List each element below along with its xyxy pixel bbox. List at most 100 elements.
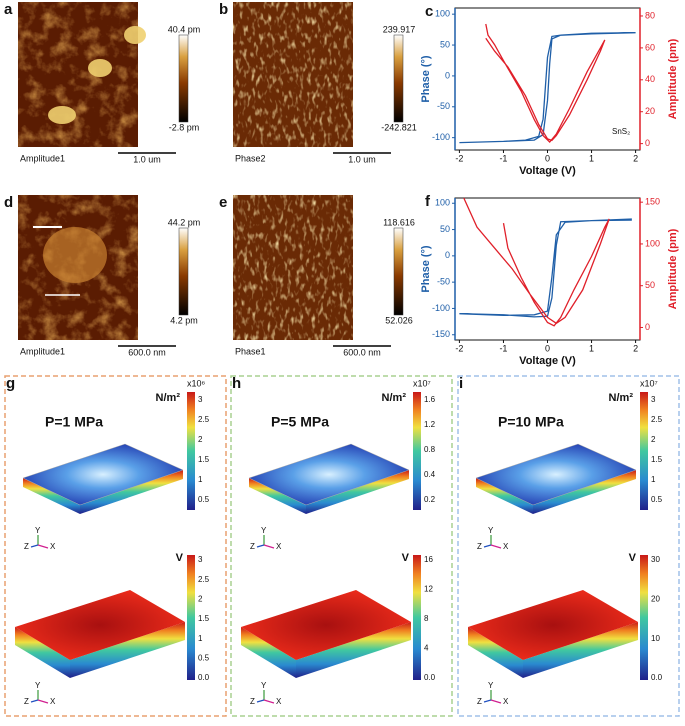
triad-axis [490,544,502,549]
x-tick-label: -1 [499,343,507,353]
voltage-bar [640,555,648,680]
pressure-label: P=5 MPa [271,414,329,430]
color-bar [178,227,189,316]
stress-tick: 0.4 [424,470,436,479]
panel-label: a [4,1,13,18]
stress-tick: 3 [198,395,203,404]
x-tick-label: -1 [499,153,507,163]
stress-tick: 2 [198,435,203,444]
slab-front [306,470,409,514]
slab-front [70,622,185,678]
y2-tick-label: 60 [645,42,655,52]
triad-label: Y [35,681,41,690]
y2-tick-label: 0 [645,322,650,332]
voltage-tick: 0.0 [651,673,663,682]
stress-tick: 1.5 [198,455,210,464]
triad-axis [490,699,502,704]
stress-tick: 1.5 [651,455,663,464]
slab-side [249,478,306,514]
triad-axis [37,699,49,704]
slab-top [468,590,638,660]
panel-frame [230,375,453,717]
voltage-unit: V [176,552,184,564]
triad-label: Y [35,526,41,535]
afm-grain [48,106,76,124]
stress-tick: 1 [651,475,656,484]
y2-axis-label: Amplitude (pm) [667,38,679,119]
stress-unit: N/m² [609,392,634,404]
voltage-tick: 10 [651,634,660,643]
y-tick-label: 0 [445,250,450,260]
stress-tick: 2 [651,435,656,444]
slab-side [468,627,523,678]
afm-texture [18,2,138,147]
series-line [459,32,636,144]
stress-tick: 3 [651,395,656,404]
series-line [463,197,610,327]
panel-frame [457,375,680,717]
panel-label: d [4,194,13,211]
stress-tick: 0.5 [198,495,210,504]
y2-tick-label: 0 [645,138,650,148]
voltage-tick: 0.0 [198,673,210,682]
y-tick-label: -100 [432,132,450,142]
x-tick-label: 1 [589,343,594,353]
afm-texture [233,2,353,147]
y-tick-label: 50 [440,39,450,49]
channel-name: Phase2 [235,153,266,163]
color-bar-max: 44.2 pm [168,217,201,227]
slab-top [22,443,184,506]
panel-frame [4,375,227,717]
color-bar-max: 118.616 [383,217,415,227]
x-tick-label: -2 [455,153,463,163]
panel-label: e [219,194,227,211]
y-axis-label: Phase (°) [420,55,432,103]
voltage-bar [187,555,195,680]
stress-tick: 0.2 [424,495,436,504]
x-axis-label: Voltage (V) [519,355,576,367]
triad-axis [483,699,492,703]
triad-axis [256,699,265,703]
y-tick-label: -50 [437,101,450,111]
stress-tick: 0.5 [651,495,663,504]
triad-axis [483,544,492,548]
pressure-label: P=1 MPa [45,414,103,430]
x-tick-label: 0 [545,153,550,163]
afm-grain [88,59,112,77]
x-tick-label: 1 [589,153,594,163]
triad-label: Z [477,542,482,551]
color-bar-min: 4.2 pm [170,315,198,325]
y-tick-label: 100 [435,198,450,208]
color-bar [178,34,189,123]
triad-label: X [503,542,509,551]
stress-tick: 2.5 [198,415,210,424]
y2-tick-label: 20 [645,106,655,116]
y2-tick-label: 50 [645,280,655,290]
triad-label: X [50,542,56,551]
triad-label: X [503,697,509,706]
panel-label: b [219,1,228,18]
triad-axis [30,699,39,703]
stress-tick: 1.2 [424,420,436,429]
y-tick-label: -50 [437,277,450,287]
color-bar-max: 239.917 [383,24,416,34]
voltage-tick: 1.5 [198,614,210,623]
stress-tick: 1 [198,475,203,484]
color-bar-min: -242.821 [381,122,417,132]
series-line [485,23,606,143]
triad-label: Y [488,526,494,535]
stress-tick: 0.8 [424,445,436,454]
panel-label: g [6,375,15,392]
voltage-tick: 12 [424,585,433,594]
voltage-tick: 16 [424,555,433,564]
triad-axis [37,544,49,549]
y-tick-label: 50 [440,224,450,234]
slab-side [241,627,296,678]
channel-name: Phase1 [235,346,266,356]
y-axis-label: Phase (°) [420,245,432,293]
y-tick-label: 100 [435,9,450,19]
triad-axis [263,699,275,704]
triad-axis [263,544,275,549]
voltage-bar [413,555,421,680]
panel-label: c [425,3,433,20]
